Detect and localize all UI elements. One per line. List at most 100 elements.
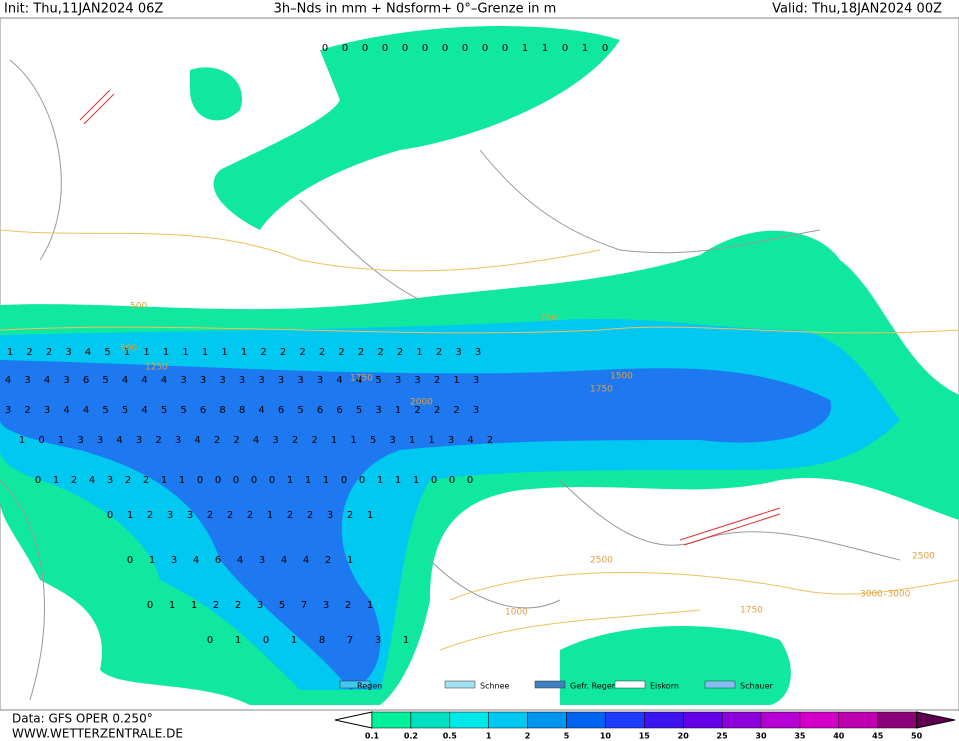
precip-digit: 2: [24, 405, 30, 416]
precip-digit: 5: [279, 600, 285, 611]
precip-digit: 1: [323, 475, 329, 486]
scale-label: 20: [678, 732, 690, 741]
precip-digit: 6: [278, 405, 284, 416]
precip-digit: 1: [291, 635, 297, 646]
precip-digit: 4: [85, 347, 91, 358]
precip-digit: 0: [147, 600, 153, 611]
contour-labels: 5001250175020001500175025003000–30001000…: [120, 302, 935, 618]
precip-digit: 0: [38, 435, 44, 446]
precip-digit: 2: [235, 600, 241, 611]
precip-digit: 3: [24, 375, 30, 386]
precip-digits: 0 0 0 0 0 0 0 0 0 0 1 1 0 1 0 1 2 2 3 4 5 1 1 1 1 1 1 1 2 2 2 2 2 2 2 2 1 2 3 3…: [5, 43, 608, 646]
precip-digit: 1: [416, 347, 422, 358]
precip-digit: 2: [299, 347, 305, 358]
precip-digit: 5: [375, 375, 381, 386]
precip-digit: 1: [53, 475, 59, 486]
scale-label: 15: [639, 732, 651, 741]
precip-digit: 1: [377, 475, 383, 486]
precip-digit: 2: [434, 375, 440, 386]
precip-digit: 3: [389, 435, 395, 446]
precip-digit: 2: [227, 510, 233, 521]
precip-digit: 1: [149, 555, 155, 566]
scale-segment: [449, 711, 489, 729]
precip-digit: 1: [19, 435, 25, 446]
precip-digit: 4: [161, 375, 167, 386]
precip-digit: 2: [207, 510, 213, 521]
precip-north: [213, 26, 620, 230]
site: WWW.WETTERZENTRALE.DE: [12, 727, 183, 741]
precip-south: [560, 626, 791, 705]
precip-digit: 1: [305, 475, 311, 486]
precip-digit: 1: [235, 635, 241, 646]
precip-digit: 1: [367, 510, 373, 521]
precip-digit: 3: [77, 435, 83, 446]
precip-digit: 1: [58, 435, 64, 446]
precip-digit: 0: [342, 43, 348, 54]
precip-digit: 2: [155, 435, 161, 446]
precip-digit: 2: [125, 475, 131, 486]
precip-digit: 1: [127, 510, 133, 521]
precip-digit: 2: [287, 510, 293, 521]
freezing-rain-hatch: [79, 89, 781, 546]
precip-digit: 1: [7, 347, 13, 358]
contour-label: 1750: [740, 606, 763, 616]
precip-digit: 4: [303, 555, 309, 566]
precip-digit: 4: [141, 375, 147, 386]
precip-digit: 2: [26, 347, 32, 358]
precip-digit: 8: [239, 405, 245, 416]
precip-digit: 0: [35, 475, 41, 486]
precip-digit: 0: [449, 475, 455, 486]
precip-digit: 0: [251, 475, 257, 486]
scale-segment: [721, 711, 762, 729]
precip-digit: 3: [258, 375, 264, 386]
precip-digit: 1: [395, 405, 401, 416]
precip-digit: 3: [200, 375, 206, 386]
precip-digit: 3: [475, 347, 481, 358]
precip-digit: 2: [247, 510, 253, 521]
precip-digit: 2: [311, 435, 317, 446]
precip-digit: 1: [161, 475, 167, 486]
precip-digit: 1: [403, 635, 409, 646]
precip-digit: 6: [317, 405, 323, 416]
precip-digit: 5: [104, 347, 110, 358]
precip-digit: 0: [359, 475, 365, 486]
precip-digit: 0: [127, 555, 133, 566]
scale-label: 50: [911, 732, 923, 741]
precip-digit: 3: [473, 375, 479, 386]
contour-label: 2500: [912, 552, 935, 562]
precip-digit: 3: [167, 510, 173, 521]
scale-label: 35: [794, 732, 806, 741]
precip-digit: 1: [143, 347, 149, 358]
precip-digit: 1: [522, 43, 528, 54]
precip-digit: 4: [258, 405, 264, 416]
precip-digit: 0: [341, 475, 347, 486]
precip-digit: 4: [194, 435, 200, 446]
precip-digit: 7: [347, 635, 353, 646]
precip-digit: 2: [307, 510, 313, 521]
precip-digit: 3: [219, 375, 225, 386]
scale-segment: [838, 711, 878, 729]
precip-digit: 1: [163, 347, 169, 358]
precip-digit: 0: [362, 43, 368, 54]
contours: [0, 229, 959, 651]
scale-label: 5: [564, 732, 570, 741]
precip-digit: 6: [336, 405, 342, 416]
map-title: 3h–Nds in mm + Ndsform+ 0°–Grenze in m: [274, 2, 557, 17]
precip-digit: 1: [413, 475, 419, 486]
precip-digit: 5: [102, 405, 108, 416]
legend-swatch: [339, 680, 371, 689]
scale-label: 40: [833, 732, 845, 741]
precip-digit: 2: [414, 405, 420, 416]
scale-label: 0.1: [365, 732, 380, 741]
precip-digit: 4: [253, 435, 259, 446]
precip-digit: 3: [175, 435, 181, 446]
precip-blob: [190, 67, 242, 121]
precip-digit: 1: [367, 600, 373, 611]
legend-label: Eiskorn: [650, 682, 679, 691]
precip-digit: 3: [272, 435, 278, 446]
precip-digit: 1: [395, 475, 401, 486]
precip-digit: 0: [215, 475, 221, 486]
precip-digit: 0: [602, 43, 608, 54]
precip-digit: 2: [71, 475, 77, 486]
